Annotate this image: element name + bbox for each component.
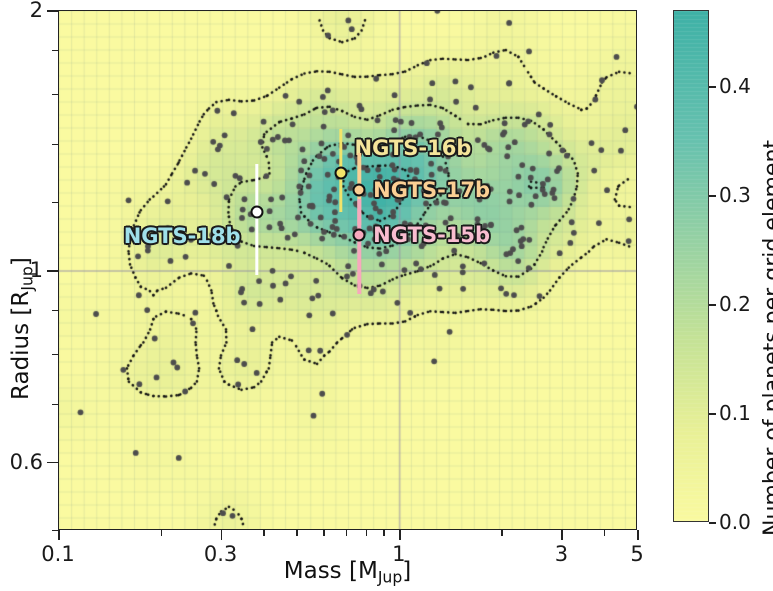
x-axis-tick-label: 0.1	[41, 542, 75, 566]
x-axis-major-tick	[220, 530, 223, 540]
x-axis-minor-tick	[160, 530, 162, 536]
colorbar-tick-label: 0.1	[719, 401, 751, 426]
x-axis-tick-label: 5	[630, 542, 644, 566]
y-axis-minor-tick	[52, 201, 58, 203]
colorbar-tick	[709, 195, 716, 197]
y-axis-tick-label: 1	[29, 258, 43, 282]
y-axis-minor-tick	[52, 143, 58, 146]
planet-marker-ngts-17b[interactable]	[352, 183, 366, 197]
y-axis-minor-tick	[52, 93, 58, 96]
planet-label-ngts-15b: NGTS-15b	[373, 223, 491, 248]
y-axis-label: Radius [RJup]	[8, 257, 36, 400]
planet-error-bar-ngts-18b	[254, 164, 259, 275]
x-axis-minor-tick	[323, 530, 325, 536]
x-axis-major-tick	[561, 530, 564, 540]
planet-marker-ngts-16b[interactable]	[334, 166, 348, 180]
y-axis-label-main: Radius [R	[8, 290, 34, 400]
y-axis-tick-label: 0.6	[9, 449, 43, 474]
x-axis-tick-label: 1	[392, 542, 406, 566]
colorbar	[673, 10, 709, 522]
planet-marker-ngts-18b[interactable]	[250, 205, 264, 219]
colorbar-tick	[709, 413, 716, 415]
x-axis-minor-tick	[346, 530, 348, 536]
y-axis-minor-tick	[52, 49, 58, 51]
x-axis-label-sub: Jup	[377, 567, 403, 587]
y-axis-tick-label: 2	[29, 0, 43, 22]
x-axis-major-tick	[398, 530, 401, 540]
x-axis-tick-label: 0.3	[203, 542, 238, 566]
colorbar-tick	[709, 304, 716, 306]
x-axis-major-tick	[58, 530, 60, 540]
x-axis-minor-tick	[365, 530, 368, 536]
planet-label-ngts-18b: NGTS-18b	[123, 224, 241, 249]
x-axis-minor-tick	[603, 530, 606, 536]
colorbar-tick	[709, 86, 716, 88]
y-axis-label-sub: Jup	[17, 266, 37, 291]
x-axis-minor-tick	[501, 530, 503, 536]
colorbar-label: Number of planets per grid element	[760, 139, 773, 536]
colorbar-tick-label: 0.2	[719, 292, 751, 317]
y-axis-minor-tick	[52, 403, 58, 406]
y-axis-major-tick	[47, 461, 58, 464]
colorbar-tick-label: 0.0	[719, 510, 751, 534]
y-axis-major-tick	[47, 10, 58, 12]
x-axis-minor-tick	[383, 530, 385, 536]
x-axis-major-tick	[637, 530, 639, 540]
planet-marker-ngts-15b[interactable]	[352, 228, 366, 242]
density-heatmap-canvas	[59, 11, 636, 529]
x-axis-label: Mass [MJup]	[58, 558, 637, 586]
y-axis-major-tick	[47, 270, 58, 272]
colorbar-gradient	[674, 11, 708, 521]
y-axis-minor-tick	[52, 309, 58, 311]
x-axis-tick-label: 3	[554, 542, 569, 566]
x-axis-label-tail: ]	[402, 558, 412, 584]
colorbar-tick	[709, 522, 716, 524]
y-axis-label-tail: ]	[8, 257, 34, 267]
planet-label-ngts-16b: NGTS-16b	[354, 135, 472, 160]
y-axis-minor-tick	[52, 353, 58, 356]
scatter-density-plot: NGTS-16b NGTS-17b NGTS-15b NGTS-18b	[58, 10, 637, 530]
colorbar-tick-label: 0.3	[719, 183, 751, 208]
colorbar-tick-label: 0.4	[719, 74, 751, 99]
y-axis-minor-tick	[52, 530, 58, 532]
planet-label-ngts-17b: NGTS-17b	[373, 178, 491, 203]
x-axis-label-main: Mass [M	[283, 558, 378, 584]
x-axis-minor-tick	[296, 530, 298, 536]
planet-error-bar-ngts-15b	[357, 199, 361, 295]
x-axis-minor-tick	[263, 530, 265, 536]
